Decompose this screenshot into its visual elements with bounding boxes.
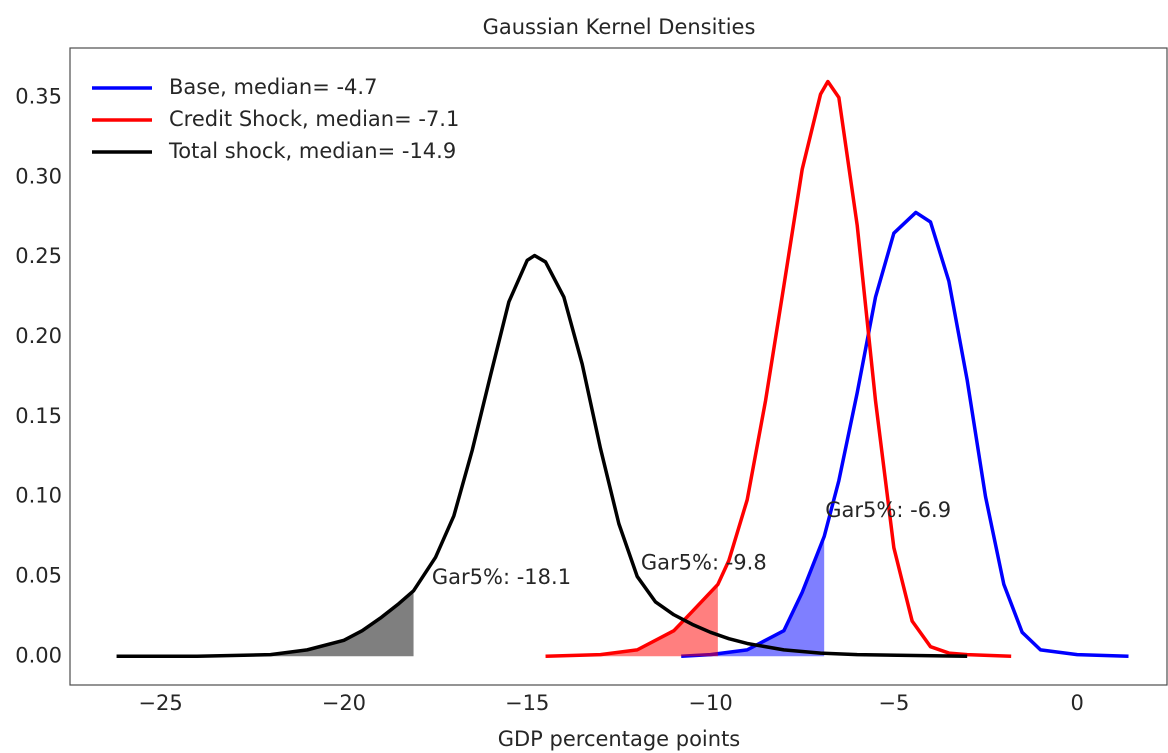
tail-area xyxy=(545,584,718,657)
annotation: Gar5%: -6.9 xyxy=(825,498,951,522)
y-tick-label: 0.05 xyxy=(15,563,62,587)
x-tick-label: −25 xyxy=(138,691,182,715)
y-tick-label: 0.10 xyxy=(15,484,62,508)
x-tick-label: −20 xyxy=(322,691,366,715)
density-line xyxy=(681,210,1129,659)
density-line xyxy=(116,253,968,659)
y-tick-label: 0.20 xyxy=(15,324,62,348)
y-tick-label: 0.15 xyxy=(15,404,62,428)
y-tick-label: 0.00 xyxy=(15,643,62,667)
chart-title: Gaussian Kernel Densities xyxy=(483,15,756,39)
annotation: Gar5%: -18.1 xyxy=(432,565,571,589)
plot-frame xyxy=(69,47,1168,686)
x-tick-label: −5 xyxy=(878,691,909,715)
legend-label: Total shock, median= -14.9 xyxy=(168,139,456,163)
y-tick-label: 0.35 xyxy=(15,84,62,108)
tail-area xyxy=(681,536,825,657)
x-tick-label: −10 xyxy=(688,691,732,715)
legend-label: Credit Shock, median= -7.1 xyxy=(169,107,459,131)
x-tick-label: 0 xyxy=(1070,691,1083,715)
y-tick-label: 0.25 xyxy=(15,244,62,268)
density-line xyxy=(545,79,1012,659)
annotation: Gar5%: -9.8 xyxy=(641,551,767,575)
x-axis-label: GDP percentage points xyxy=(498,727,741,751)
y-tick-label: 0.30 xyxy=(15,164,62,188)
tail-area xyxy=(116,590,414,657)
legend-label: Base, median= -4.7 xyxy=(169,75,377,99)
x-tick-label: −15 xyxy=(505,691,549,715)
